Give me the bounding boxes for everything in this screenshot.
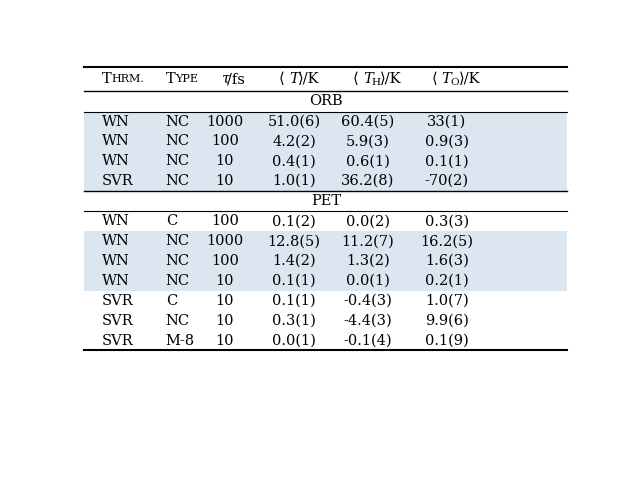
Text: 1.6(3): 1.6(3) [425,254,469,268]
Bar [85,311,567,331]
Text: T: T [442,72,452,86]
Text: HRM.: HRM. [111,74,144,84]
Text: 0.1(1): 0.1(1) [425,154,469,168]
Bar [85,331,567,350]
Text: 60.4(5): 60.4(5) [342,115,394,129]
Bar [85,212,567,231]
Text: C: C [166,214,177,228]
Text: 10: 10 [216,334,234,348]
Text: NC: NC [166,174,190,188]
Text: 1.0(7): 1.0(7) [425,294,469,308]
Text: WN: WN [102,274,130,288]
Text: WN: WN [102,134,130,148]
Text: 1000: 1000 [206,115,244,129]
Text: NC: NC [166,254,190,268]
Text: ⟩/K: ⟩/K [380,72,401,86]
Text: 100: 100 [211,254,239,268]
Text: WN: WN [102,234,130,248]
Text: T: T [102,72,111,86]
Text: 0.0(1): 0.0(1) [272,334,316,348]
Text: 0.2(1): 0.2(1) [425,274,469,288]
Text: WN: WN [102,115,130,129]
Bar [85,251,567,271]
Text: 0.1(9): 0.1(9) [425,334,469,348]
Text: 5.9(3): 5.9(3) [346,134,390,148]
Text: 0.4(1): 0.4(1) [272,154,316,168]
Text: 36.2(8): 36.2(8) [341,174,394,188]
Text: 0.3(1): 0.3(1) [272,314,316,328]
Text: NC: NC [166,314,190,328]
Text: ⟩/K: ⟩/K [459,72,480,86]
Text: YPE: YPE [175,74,198,84]
Text: 0.1(1): 0.1(1) [272,294,315,308]
Text: ORB: ORB [309,94,343,108]
Text: 4.2(2): 4.2(2) [272,134,316,148]
Bar [85,291,567,311]
Bar [85,171,567,191]
Text: NC: NC [166,115,190,129]
Bar [85,271,567,291]
Text: NC: NC [166,134,190,148]
Text: -70(2): -70(2) [425,174,469,188]
Text: T: T [363,72,373,86]
Text: ⟨: ⟨ [279,72,285,86]
Text: SVR: SVR [102,334,134,348]
Text: 11.2(7): 11.2(7) [342,234,394,248]
Text: 0.0(1): 0.0(1) [346,274,390,288]
Text: NC: NC [166,154,190,168]
Text: -0.4(3): -0.4(3) [343,294,392,308]
Text: 10: 10 [216,274,234,288]
Text: 0.1(1): 0.1(1) [272,274,315,288]
Text: -4.4(3): -4.4(3) [343,314,392,328]
Text: 100: 100 [211,214,239,228]
Text: O: O [451,78,459,87]
Text: 1000: 1000 [206,234,244,248]
Text: 1.0(1): 1.0(1) [272,174,315,188]
Text: 0.1(2): 0.1(2) [272,214,316,228]
Text: WN: WN [102,254,130,268]
Text: T: T [166,72,176,86]
Text: 0.0(2): 0.0(2) [346,214,390,228]
Bar [85,151,567,171]
Text: 10: 10 [216,154,234,168]
Text: -0.1(4): -0.1(4) [343,334,392,348]
Text: PET: PET [311,194,341,208]
Text: SVR: SVR [102,174,134,188]
Text: T: T [289,72,299,86]
Text: 16.2(5): 16.2(5) [420,234,473,248]
Text: C: C [166,294,177,308]
Text: 100: 100 [211,134,239,148]
Text: 10: 10 [216,294,234,308]
Text: 51.0(6): 51.0(6) [267,115,321,129]
Text: τ: τ [221,72,229,86]
Text: 0.6(1): 0.6(1) [346,154,390,168]
Text: NC: NC [166,234,190,248]
Text: M-8: M-8 [166,334,195,348]
Text: WN: WN [102,214,130,228]
Bar [85,231,567,251]
Text: 1.4(2): 1.4(2) [272,254,315,268]
Text: 10: 10 [216,314,234,328]
Text: 33(1): 33(1) [427,115,466,129]
Bar [85,112,567,132]
Text: 9.9(6): 9.9(6) [425,314,469,328]
Text: 12.8(5): 12.8(5) [267,234,321,248]
Text: /fs: /fs [227,72,245,86]
Bar [85,132,567,151]
Text: ⟩/K: ⟩/K [298,72,319,86]
Text: 0.3(3): 0.3(3) [425,214,469,228]
Text: WN: WN [102,154,130,168]
Text: 10: 10 [216,174,234,188]
Text: 1.3(2): 1.3(2) [346,254,390,268]
Text: SVR: SVR [102,294,134,308]
Text: 0.9(3): 0.9(3) [425,134,469,148]
Text: ⟨: ⟨ [432,72,438,86]
Text: ⟨: ⟨ [353,72,359,86]
Text: SVR: SVR [102,314,134,328]
Text: H: H [372,78,381,87]
Text: NC: NC [166,274,190,288]
